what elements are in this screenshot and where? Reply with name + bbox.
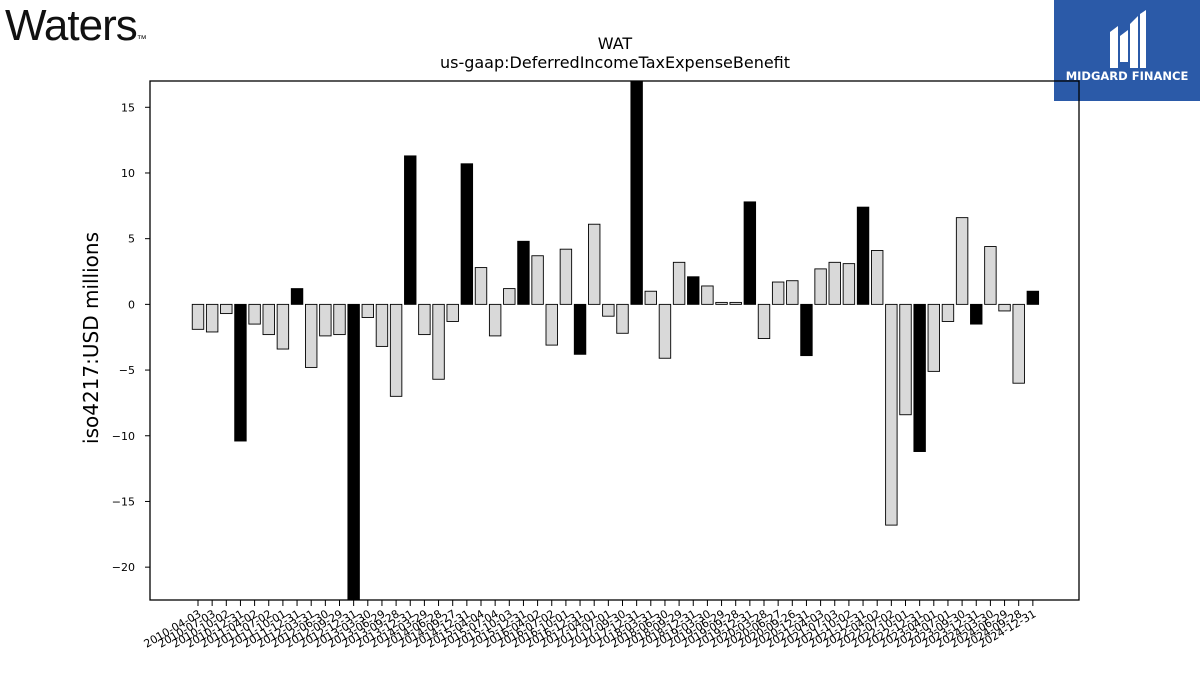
waters-logo: Waters™ <box>5 2 147 50</box>
bar-2018-12-31 <box>687 276 700 305</box>
bar-2013-03-30 <box>361 303 374 318</box>
bar-2021-12-31 <box>856 206 870 305</box>
bar-2015-10-03 <box>503 288 516 305</box>
bar-2023-04-01 <box>927 303 940 372</box>
bar-2022-12-31 <box>913 303 926 452</box>
bar-2012-12-31 <box>347 303 360 601</box>
bars-group <box>191 80 1040 601</box>
bar-2016-12-31 <box>573 303 587 355</box>
bar-2024-06-29 <box>998 303 1011 312</box>
bar-2022-04-02 <box>871 250 884 305</box>
bar-2019-12-31 <box>743 201 757 305</box>
bar-2013-12-31 <box>404 155 417 305</box>
bar-2018-03-31 <box>644 290 657 305</box>
y-tick-label: −20 <box>112 561 135 574</box>
bar-2018-09-29 <box>672 261 686 305</box>
bar-2010-10-02 <box>220 303 233 315</box>
y-tick-label: −10 <box>112 430 135 443</box>
bar-2012-09-29 <box>333 303 346 336</box>
chart-subtitle: us-gaap:DeferredIncomeTaxExpenseBenefit <box>440 53 790 72</box>
y-tick-label: 5 <box>128 233 135 246</box>
bar-2014-09-27 <box>446 303 459 322</box>
bar-2011-10-01 <box>276 303 290 350</box>
bar-2023-09-30 <box>955 217 969 305</box>
chart-title: WAT <box>598 34 633 53</box>
bar-2017-07-01 <box>602 303 615 317</box>
bar-2020-03-28 <box>757 303 771 339</box>
bar-2021-07-03 <box>828 261 841 305</box>
bar-2021-04-03 <box>814 268 827 305</box>
bar-2011-07-02 <box>262 303 275 336</box>
bar-2015-07-04 <box>488 303 502 337</box>
bar-2022-07-02 <box>885 303 898 526</box>
midgard-brand-text: MIDGARD FINANCE <box>1065 69 1189 83</box>
bar-2017-12-31 <box>630 80 643 305</box>
bar-2019-03-30 <box>701 285 714 305</box>
x-axis: 2010-04-032010-07-032010-10-022010-12-31… <box>142 600 1038 651</box>
bar-2012-03-31 <box>305 303 318 368</box>
bar-2023-07-01 <box>941 303 955 322</box>
bar-2010-12-31 <box>234 303 247 442</box>
bar-2024-12-31 <box>1026 290 1040 305</box>
bar-2013-09-28 <box>389 303 403 397</box>
bar-2021-10-02 <box>842 263 856 305</box>
bar-2022-10-01 <box>899 303 912 416</box>
y-tick-label: −15 <box>112 495 135 508</box>
y-axis: −20 −15 −10 −5 0 5 10 15 <box>112 101 150 574</box>
bar-2012-06-30 <box>319 303 332 337</box>
bar-2017-09-30 <box>616 303 629 334</box>
y-tick-label: −5 <box>119 364 135 377</box>
bar-2013-06-29 <box>375 303 389 347</box>
bar-2020-06-27 <box>771 281 785 305</box>
bar-2017-04-01 <box>588 223 601 305</box>
bar-2023-12-31 <box>970 303 983 325</box>
bar-2018-06-30 <box>658 303 672 359</box>
waters-logo-tm: ™ <box>136 34 147 45</box>
bar-2019-06-29 <box>715 301 728 305</box>
bar-2011-04-02 <box>248 303 261 325</box>
midgard-finance-logo: MIDGARD FINANCE <box>1054 0 1200 101</box>
bar-2014-12-31 <box>460 163 474 305</box>
bar-2020-12-31 <box>800 303 813 357</box>
midgard-mark-icon <box>1110 10 1146 68</box>
bar-2010-04-03 <box>191 303 205 330</box>
y-tick-label: 10 <box>121 167 135 180</box>
plot-frame <box>149 80 1080 601</box>
bar-2016-10-01 <box>559 248 573 305</box>
y-tick-label: 0 <box>128 298 135 311</box>
bar-2015-04-04 <box>474 267 488 305</box>
waters-logo-text: Waters <box>5 1 138 50</box>
bar-2014-03-29 <box>418 303 431 336</box>
bar-2016-04-02 <box>531 255 544 305</box>
y-tick-label: 15 <box>121 101 135 114</box>
bar-2011-12-31 <box>290 288 304 305</box>
bar-2015-12-31 <box>517 240 530 305</box>
y-axis-label: iso4217:USD millions <box>79 232 103 444</box>
bar-2010-07-03 <box>205 303 219 333</box>
bar-2020-09-26 <box>786 280 799 305</box>
bar-2014-06-28 <box>432 303 445 380</box>
bar-2016-07-02 <box>545 303 558 346</box>
bar-2019-09-28 <box>729 301 742 305</box>
bar-2024-09-28 <box>1012 303 1025 384</box>
bar-2024-03-30 <box>984 246 997 305</box>
